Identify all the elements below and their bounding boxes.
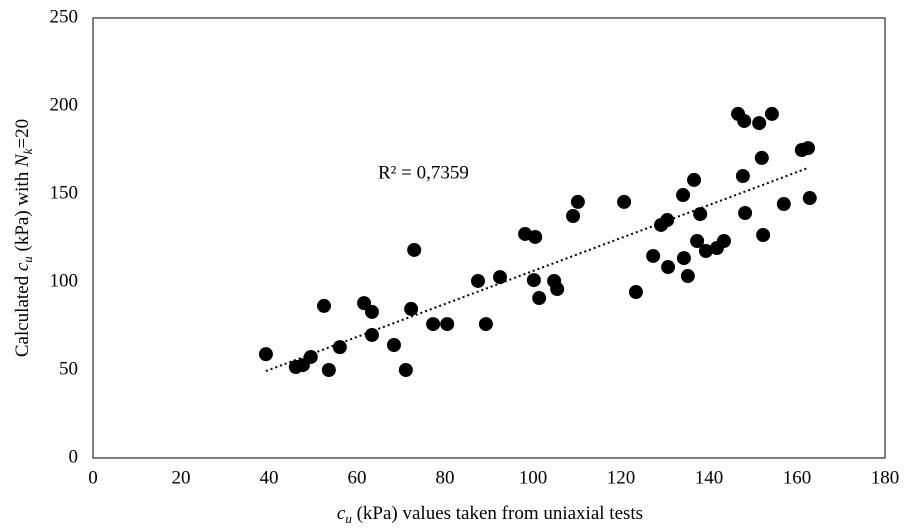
x-tick-label: 180 [871, 467, 900, 488]
y-tick-label: 50 [59, 358, 78, 379]
y-label-part: k [20, 148, 35, 154]
y-label-part: N [12, 153, 33, 168]
x-tick-label: 160 [783, 467, 812, 488]
scatter-point [738, 206, 753, 221]
scatter-point [528, 229, 543, 244]
x-label-part: c [337, 503, 346, 524]
scatter-point [628, 285, 643, 300]
trendline [265, 167, 809, 372]
scatter-point [493, 270, 507, 285]
x-tick-label: 20 [172, 467, 191, 488]
scatter-point [332, 340, 347, 355]
scatter-point [756, 228, 771, 243]
scatter-point [764, 106, 779, 121]
y-label-part: Calculated [12, 271, 33, 357]
y-label-part: =20 [12, 119, 33, 149]
scatter-point [661, 260, 676, 275]
scatter-point [364, 304, 379, 319]
scatter-point [737, 113, 752, 128]
scatter-point [532, 291, 547, 306]
scatter-point [802, 191, 817, 206]
scatter-point [386, 338, 401, 353]
scatter-point [660, 213, 675, 228]
r-squared-annotation: R² = 0,7359 [378, 162, 469, 183]
x-tick-label: 100 [519, 467, 548, 488]
x-tick-label: 40 [260, 467, 279, 488]
scatter-point [566, 209, 581, 223]
x-tick-label: 140 [695, 467, 724, 488]
y-tick-label: 150 [50, 182, 79, 203]
scatter-point [687, 172, 702, 187]
scatter-point [364, 327, 379, 342]
scatter-point [426, 317, 441, 332]
scatter-point [752, 116, 767, 131]
scatter-point [735, 169, 750, 184]
x-label-part: (kPa) values taken from uniaxial tests [352, 503, 643, 524]
y-label-part: c [12, 262, 33, 271]
scatter-point [776, 197, 791, 212]
scatter-point [258, 347, 273, 362]
scatter-point [617, 194, 632, 209]
y-label-part: (kPa) with [12, 167, 33, 256]
scatter-point [676, 188, 691, 203]
scatter-point [526, 273, 541, 288]
y-tick-label: 250 [50, 6, 79, 27]
scatter-point [693, 207, 708, 222]
scatter-point [404, 301, 419, 316]
x-axis-label: cu (kPa) values taken from uniaxial test… [337, 503, 643, 526]
scatter-point [478, 317, 493, 332]
scatter-point [550, 282, 565, 297]
x-tick-label: 120 [607, 467, 636, 488]
scatter-point [407, 242, 422, 257]
scatter-point [801, 141, 815, 156]
y-tick-label: 100 [50, 270, 79, 291]
scatter-point [646, 248, 661, 263]
x-tick-label: 80 [436, 467, 455, 488]
y-tick-label: 0 [69, 446, 79, 467]
scatter-point [471, 273, 485, 288]
scatter-point [303, 349, 318, 364]
scatter-point [317, 298, 331, 313]
scatter-point [570, 194, 585, 209]
x-label-part: u [345, 511, 352, 526]
plot-frame [92, 17, 886, 459]
scatter-point [690, 233, 705, 248]
scatter-point [716, 233, 731, 248]
scatter-point [680, 269, 695, 284]
scatter-point [754, 150, 769, 165]
scatter-point [676, 251, 691, 266]
scatter-point [398, 363, 413, 377]
y-axis-label: Calculated cu (kPa) with Nk=20 [12, 119, 35, 357]
scatter-point [321, 363, 336, 377]
scatter-point [698, 244, 713, 259]
y-label-part: u [20, 256, 35, 263]
x-tick-label: 60 [348, 467, 367, 488]
y-tick-label: 200 [50, 94, 79, 115]
x-tick-label: 0 [88, 467, 98, 488]
scatter-point [440, 317, 455, 332]
